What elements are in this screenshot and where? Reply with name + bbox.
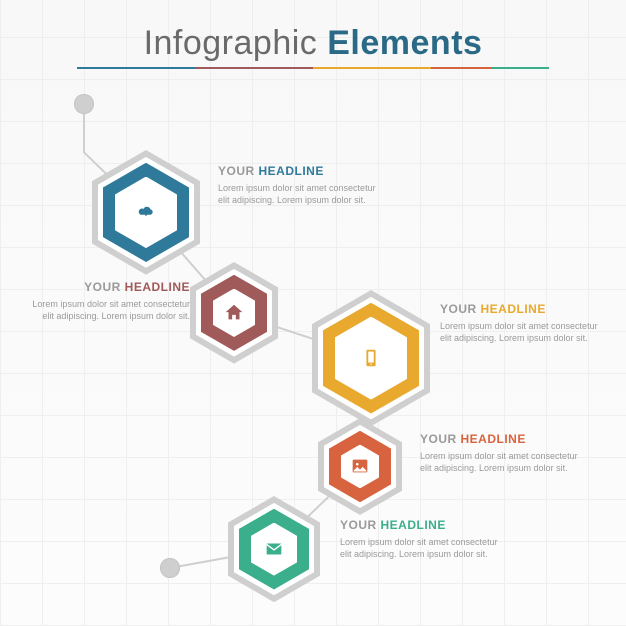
text-block-phone: YOUR HEADLINE Lorem ipsum dolor sit amet…: [440, 302, 600, 344]
image-icon: [349, 455, 371, 477]
title-tail: Elements: [327, 24, 482, 62]
connector-dot: [74, 94, 94, 114]
phone-icon: [360, 347, 382, 369]
cloud-upload-icon: [135, 201, 157, 223]
headline-mail: YOUR HEADLINE: [340, 518, 500, 532]
rule-segment: [313, 67, 431, 69]
title-lead: Infographic: [144, 24, 318, 62]
hex-image: [318, 418, 402, 515]
body-phone: Lorem ipsum dolor sit amet consectetur e…: [440, 320, 600, 344]
mail-icon: [263, 538, 285, 560]
headline-phone: YOUR HEADLINE: [440, 302, 600, 316]
headline-cloud: YOUR HEADLINE: [218, 164, 378, 178]
title-underline: [77, 67, 549, 69]
body-image: Lorem ipsum dolor sit amet consectetur e…: [420, 450, 580, 474]
hex-phone: [312, 290, 430, 426]
headline-image: YOUR HEADLINE: [420, 432, 580, 446]
body-mail: Lorem ipsum dolor sit amet consectetur e…: [340, 536, 500, 560]
rule-segment: [195, 67, 313, 69]
text-block-mail: YOUR HEADLINE Lorem ipsum dolor sit amet…: [340, 518, 500, 560]
page-title: Infographic Elements: [0, 24, 626, 69]
body-home: Lorem ipsum dolor sit amet consectetur e…: [30, 298, 190, 322]
home-icon: [223, 302, 245, 324]
hex-home: [190, 262, 278, 364]
text-block-home: YOUR HEADLINE Lorem ipsum dolor sit amet…: [30, 280, 190, 322]
rule-segment: [431, 67, 491, 69]
connector-dot: [160, 558, 180, 578]
rule-segment: [77, 67, 195, 69]
hex-mail: [228, 496, 320, 602]
body-cloud: Lorem ipsum dolor sit amet consectetur e…: [218, 182, 378, 206]
rule-segment: [491, 67, 549, 69]
text-block-cloud: YOUR HEADLINE Lorem ipsum dolor sit amet…: [218, 164, 378, 206]
headline-home: YOUR HEADLINE: [30, 280, 190, 294]
text-block-image: YOUR HEADLINE Lorem ipsum dolor sit amet…: [420, 432, 580, 474]
hex-cloud: [92, 150, 200, 275]
